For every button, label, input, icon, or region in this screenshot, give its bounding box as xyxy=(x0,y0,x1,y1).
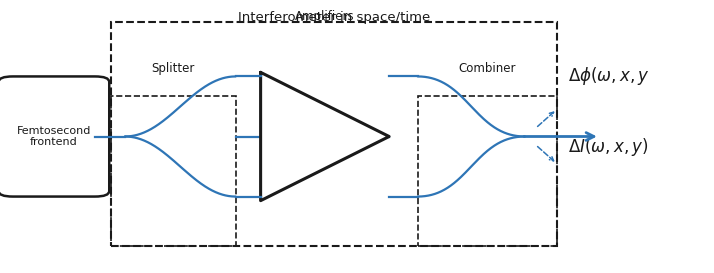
Text: Femtosecond
frontend: Femtosecond frontend xyxy=(16,126,91,147)
Text: $\Delta I(\omega,x,y)$: $\Delta I(\omega,x,y)$ xyxy=(568,136,648,158)
Text: Combiner: Combiner xyxy=(458,62,516,75)
Polygon shape xyxy=(261,72,389,201)
FancyBboxPatch shape xyxy=(0,76,109,197)
Text: Amplifiers: Amplifiers xyxy=(295,10,355,23)
Text: Splitter: Splitter xyxy=(151,62,195,75)
Text: $\Delta\phi(\omega,x,y$: $\Delta\phi(\omega,x,y$ xyxy=(568,66,649,87)
Text: Interferometer in space/time: Interferometer in space/time xyxy=(238,11,430,24)
